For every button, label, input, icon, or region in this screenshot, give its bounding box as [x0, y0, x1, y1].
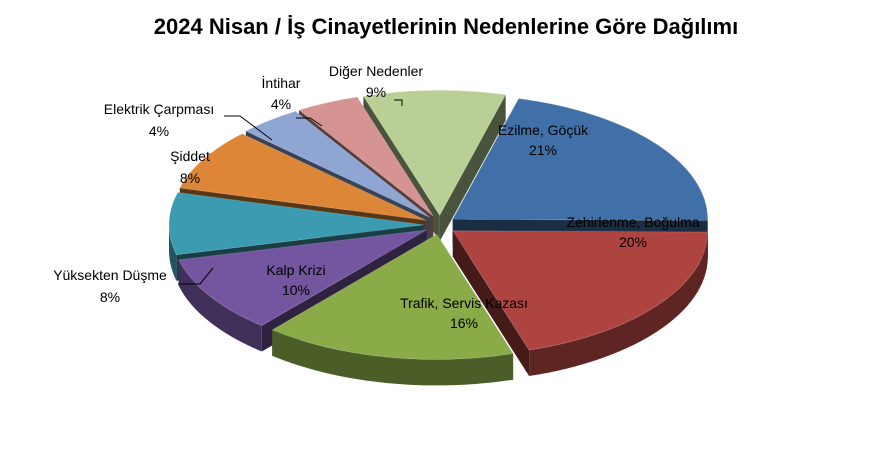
slice-wall-3 [178, 259, 262, 352]
slice-label: Yüksekten Düşme [53, 267, 167, 283]
chart-title: 2024 Nisan / İş Cinayetlerinin Nedenleri… [153, 14, 739, 39]
pie-top-layer [168, 89, 709, 360]
leader-line [224, 115, 273, 141]
slice-label: Şiddet [170, 148, 210, 164]
pie-slice [178, 133, 427, 221]
slice-value-label: 10% [282, 282, 310, 298]
pie-slice [451, 97, 709, 222]
pie-slice [451, 230, 709, 351]
slice-wall-4 [169, 224, 177, 281]
slice-value-label: 9% [366, 84, 386, 100]
slice-label: Trafik, Servis Kazası [400, 295, 528, 311]
slice-label: Ezilme, Göçük [498, 122, 589, 138]
slice-value-label: 20% [619, 234, 647, 250]
slice-edge-1-1 [452, 230, 530, 377]
slice-value-label: 16% [450, 315, 478, 331]
slice-label: Zehirlenme, Boğulma [566, 214, 699, 230]
slice-label: Diğer Nedenler [329, 63, 423, 79]
pie-slice [177, 229, 427, 327]
leader-line [178, 267, 214, 285]
pie-slice [362, 89, 507, 217]
pie-slice [168, 192, 425, 256]
slice-label: Elektrik Çarpması [104, 101, 214, 117]
pie-slice [297, 96, 434, 217]
pie-slice [244, 110, 431, 218]
slice-value-label: 4% [149, 123, 169, 139]
slice-value-label: 8% [100, 289, 120, 305]
slice-wall-1 [529, 232, 708, 377]
slice-label: Kalp Krizi [266, 262, 325, 278]
slice-value-label: 4% [271, 96, 291, 112]
pie-labels: Ezilme, Göçük 21% Zehirlenme, Boğulma 20% Tr… [53, 63, 700, 331]
leader-line [296, 117, 323, 127]
slice-value-label: 8% [180, 170, 200, 186]
slice-wall-2 [272, 329, 514, 386]
slice-value-label: 21% [529, 142, 557, 158]
slice-edge-8-1 [439, 94, 506, 242]
slice-label: İntihar [262, 74, 301, 91]
leader-line [394, 99, 403, 106]
pie-slice [271, 233, 514, 360]
